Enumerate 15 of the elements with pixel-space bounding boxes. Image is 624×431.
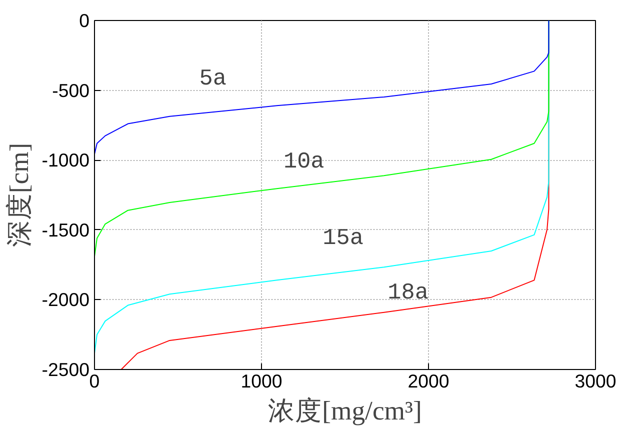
x-tick-label: 2000 — [408, 370, 450, 392]
series-label: 18a — [388, 279, 428, 306]
y-tick-label: -500 — [52, 80, 90, 101]
series-label: 15a — [322, 225, 364, 252]
y-tick-label: 0 — [79, 10, 90, 31]
x-axis-title: 浓度[mg/cm³] — [268, 396, 422, 426]
y-tick-label: -1000 — [42, 150, 90, 171]
y-tick-label: -2000 — [42, 289, 90, 310]
y-tick-label: -2500 — [42, 359, 90, 380]
series-label: 5a — [199, 66, 226, 92]
x-tick-label: 3000 — [574, 370, 616, 392]
series-label: 10a — [283, 148, 324, 175]
y-tick-label: -1500 — [42, 219, 90, 240]
y-axis-title: 深度[cm] — [4, 142, 34, 248]
x-tick-label: 1000 — [240, 370, 282, 392]
